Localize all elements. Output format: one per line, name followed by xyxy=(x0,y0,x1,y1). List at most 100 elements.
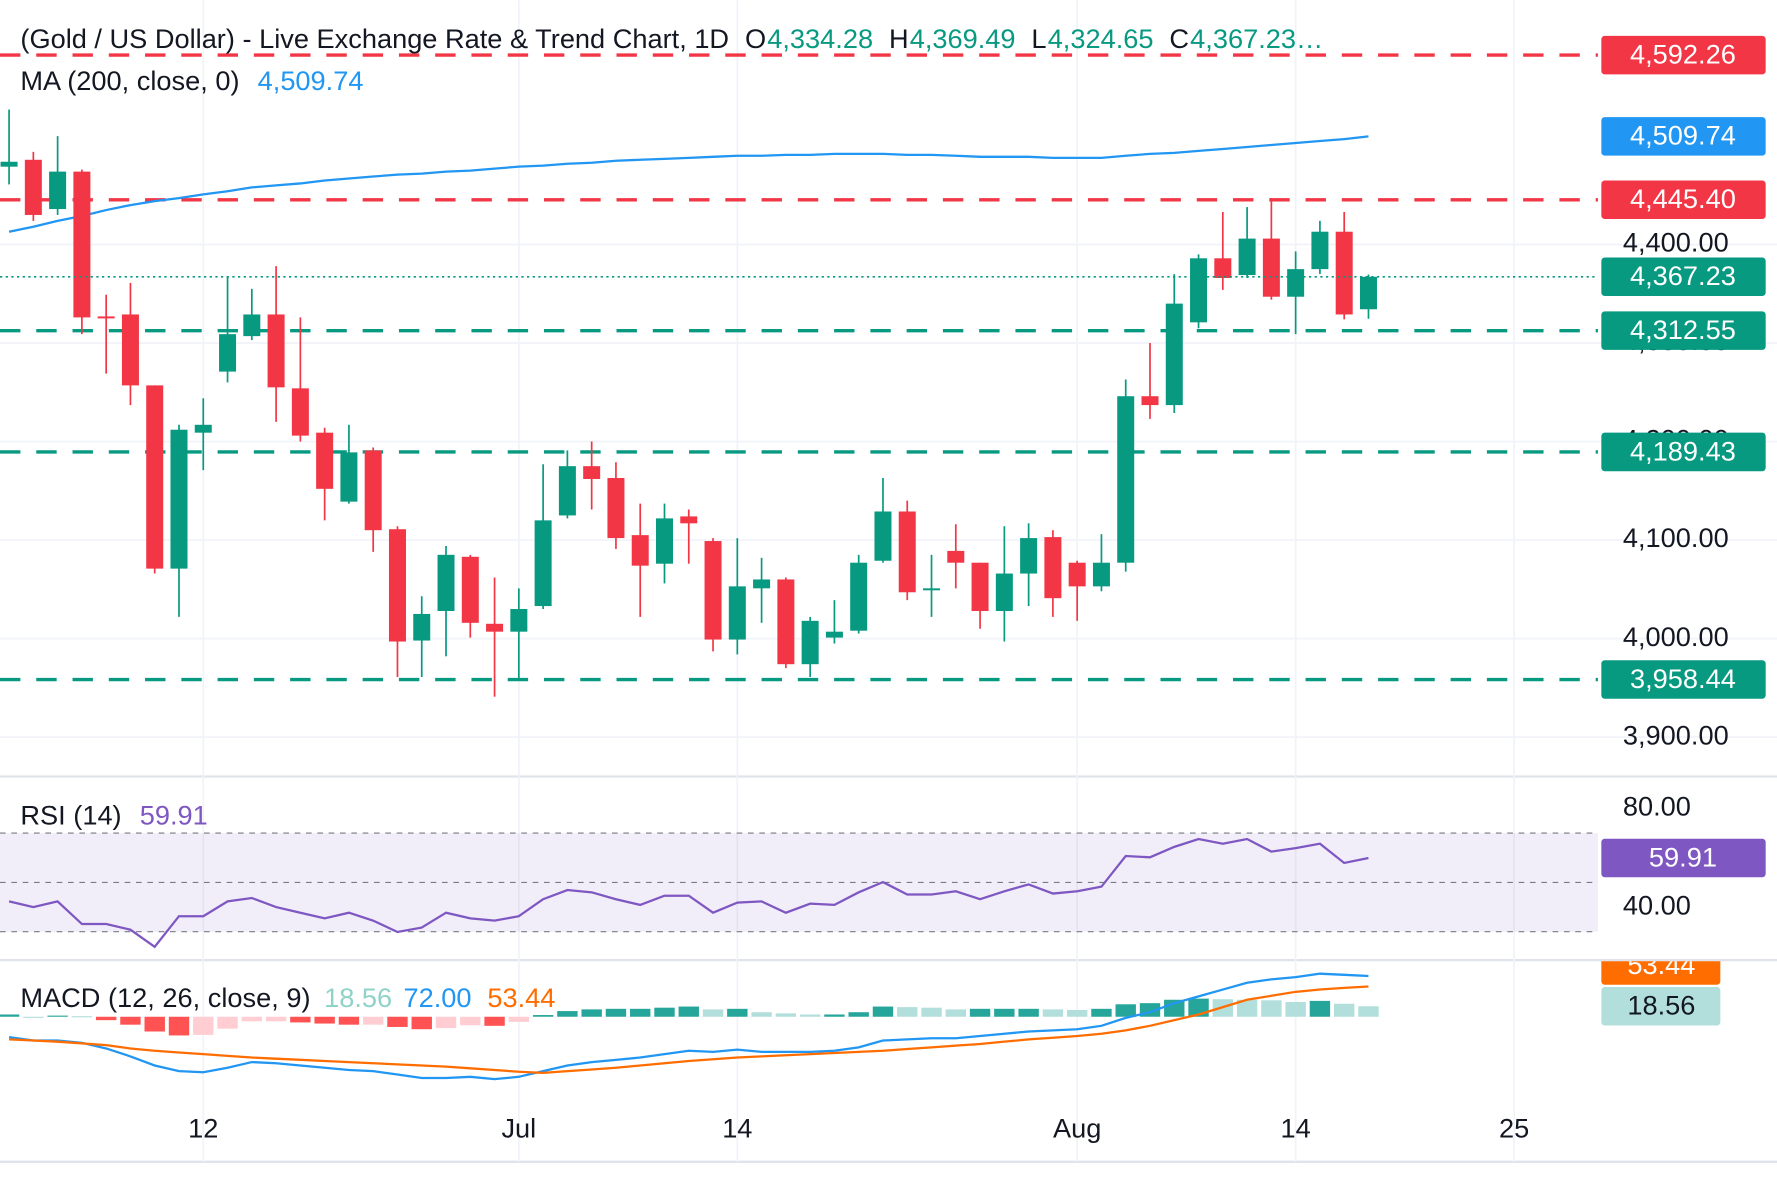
signal-label-box xyxy=(1601,961,1721,985)
candle-body xyxy=(947,550,965,563)
macd-pane xyxy=(0,972,1379,1081)
histogram-bar xyxy=(1236,999,1258,1017)
candle-body xyxy=(267,314,285,388)
y-tick-label: 40.00 xyxy=(1623,889,1691,920)
candle-body xyxy=(1335,231,1353,315)
histogram-bar xyxy=(387,1016,408,1027)
y-tick-label: 3,900.00 xyxy=(1623,719,1729,750)
ohlc-key: H xyxy=(889,23,909,54)
histogram-bar xyxy=(411,1016,432,1030)
level-label-box xyxy=(1601,432,1766,472)
signal-label: 53.44 xyxy=(1627,949,1695,980)
histogram-bar xyxy=(193,1016,214,1035)
macd-legend-hist: 18.56 xyxy=(324,982,392,1013)
macd-line xyxy=(9,985,1369,1074)
histogram-bar xyxy=(47,1015,68,1017)
candle-body xyxy=(1311,231,1329,270)
histogram-bar xyxy=(799,1014,821,1017)
labels: 12 Jul 14 Aug 14 25 3,900.00 4,000.00 4,100.00 4,… xyxy=(20,23,1766,1143)
histogram-bar xyxy=(727,1008,748,1017)
macd-legend: MACD (12, 26, close, 9) xyxy=(20,982,310,1013)
candle-body xyxy=(753,579,771,589)
level-label-box xyxy=(1601,311,1766,350)
histogram-bar xyxy=(702,1009,724,1017)
histogram-bar xyxy=(241,1016,263,1022)
price-pane xyxy=(0,53,1598,697)
candle-body xyxy=(510,609,528,632)
candle-body xyxy=(170,429,188,569)
candle-body xyxy=(995,573,1013,611)
histogram-bar xyxy=(557,1011,578,1017)
histogram-bar xyxy=(1042,1009,1064,1017)
candle-body xyxy=(801,620,819,665)
candle-body xyxy=(704,541,722,640)
level-label: 4,445.40 xyxy=(1630,183,1736,214)
ohlc-key: C xyxy=(1169,23,1189,54)
histogram-bar xyxy=(654,1007,675,1017)
x-tick-label: 14 xyxy=(722,1112,752,1143)
histogram-bar xyxy=(23,1016,44,1018)
histogram-bar xyxy=(921,1007,942,1017)
candle-body xyxy=(219,334,237,372)
candle-body xyxy=(97,316,115,319)
histogram-bar xyxy=(0,1014,20,1017)
rsi-line xyxy=(8,837,1369,949)
candle-body xyxy=(1190,258,1208,323)
histogram-bar xyxy=(678,1006,699,1017)
histogram-bar xyxy=(1066,1009,1088,1017)
histogram-bar xyxy=(605,1008,627,1017)
histogram-bar xyxy=(824,1014,845,1017)
candle-body xyxy=(1117,396,1135,563)
x-tick-label: Aug xyxy=(1053,1112,1101,1143)
candle-body xyxy=(316,432,334,489)
ma-label-box xyxy=(1601,117,1766,156)
candle-body xyxy=(631,535,649,566)
candle-body xyxy=(923,588,941,591)
candle-body xyxy=(146,385,164,569)
histogram-bar xyxy=(460,1016,481,1026)
histogram-bar xyxy=(290,1016,311,1023)
rsi-band xyxy=(0,833,1598,932)
level-label-box xyxy=(1601,660,1766,699)
candle-body xyxy=(583,466,601,479)
ma-label: 4,509.74 xyxy=(1630,120,1736,151)
x-tick-label: Jul xyxy=(501,1112,536,1143)
candle-body xyxy=(1359,276,1377,310)
ohlc-value: 4,369.49 xyxy=(910,23,1016,54)
level-label: 4,189.43 xyxy=(1630,435,1736,466)
candle-body xyxy=(1262,238,1280,297)
y-tick-label: 4,000.00 xyxy=(1623,621,1729,652)
histogram-label: 18.56 xyxy=(1627,990,1695,1021)
histogram-bar xyxy=(435,1016,457,1029)
histogram-bar xyxy=(775,1013,797,1017)
histogram-bar xyxy=(1285,1002,1306,1017)
y-tick-label: 4,400.00 xyxy=(1623,227,1729,258)
histogram-bar xyxy=(897,1007,918,1017)
level-label: 4,312.55 xyxy=(1630,314,1736,345)
ohlc-value: 4,324.65 xyxy=(1048,23,1154,54)
histogram-bar xyxy=(265,1016,287,1022)
histogram-bar xyxy=(1358,1006,1379,1017)
ohlc-key: L xyxy=(1031,23,1046,54)
y-tick-label: 4,100.00 xyxy=(1623,522,1729,553)
histogram-bar xyxy=(120,1016,141,1025)
ma-legend: MA (200, close, 0) xyxy=(20,65,239,96)
histogram-bar xyxy=(168,1016,190,1036)
macd-legend-signal: 53.44 xyxy=(487,982,555,1013)
histogram-bar xyxy=(872,1006,894,1017)
candle-body xyxy=(655,518,673,564)
x-tick-label: 25 xyxy=(1499,1112,1529,1143)
histogram-label-box xyxy=(1601,986,1721,1026)
candle-body xyxy=(777,579,795,665)
candle-body xyxy=(898,511,916,593)
candle-body xyxy=(194,424,212,433)
candle-body xyxy=(874,511,892,561)
rsi-legend: RSI (14) xyxy=(20,799,121,830)
candle-body xyxy=(971,562,989,611)
candle-body xyxy=(388,529,406,642)
candle-body xyxy=(243,314,261,337)
candle-body xyxy=(24,159,42,215)
candle-body xyxy=(486,623,504,632)
histogram-bar xyxy=(95,1016,117,1021)
